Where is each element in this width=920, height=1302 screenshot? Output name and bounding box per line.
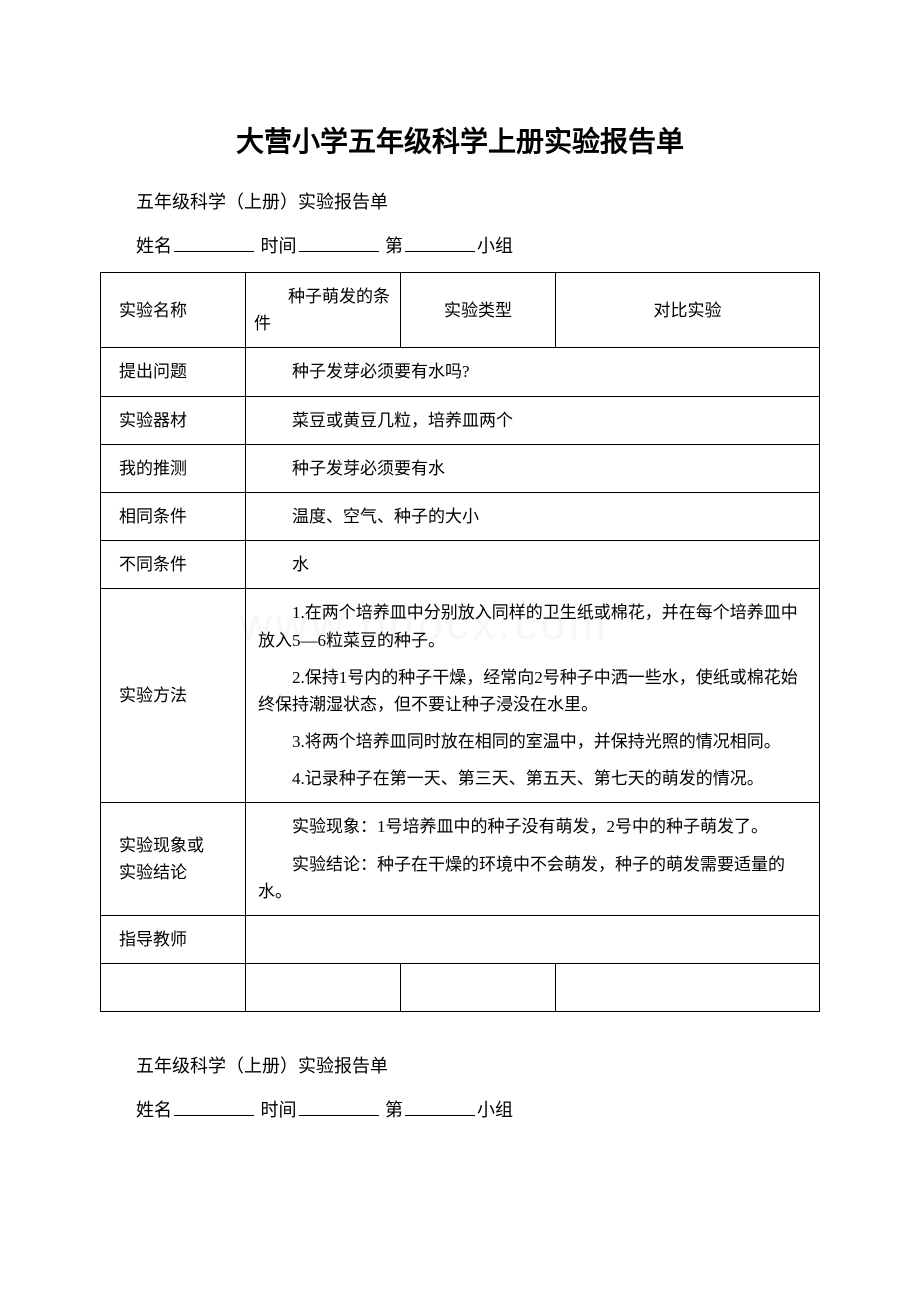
method-step: 3.将两个培养皿同时放在相同的室温中，并保持光照的情况相同。 [258,728,811,755]
label-group-prefix: 第 [385,1100,403,1120]
cell-diff-value: 水 [246,541,820,589]
label-time: 时间 [261,236,297,256]
blank-group[interactable] [405,251,475,252]
cell-question-value: 种子发芽必须要有水吗? [246,348,820,396]
cell-teacher-value[interactable] [246,916,820,964]
cell-empty [246,964,401,1012]
table-row: 提出问题 种子发芽必须要有水吗? [101,348,820,396]
table-row: 相同条件 温度、空气、种子的大小 [101,492,820,540]
sub-title-2: 五年级科学（上册）实验报告单 [100,1052,820,1078]
info-line: 姓名 时间 第 小组 [100,232,820,258]
table-row [101,964,820,1012]
sub-title: 五年级科学（上册）实验报告单 [100,188,820,214]
cell-name-value: 种子萌发的条件 [246,273,401,348]
method-step: 4.记录种子在第一天、第三天、第五天、第七天的萌发的情况。 [258,765,811,792]
cell-empty [401,964,556,1012]
cell-materials-value: 菜豆或黄豆几粒，培养皿两个 [246,396,820,444]
method-step: 2.保持1号内的种子干燥，经常向2号种子中洒一些水，使纸或棉花始终保持潮湿状态，… [258,664,811,718]
cell-guess-value: 种子发芽必须要有水 [246,444,820,492]
result-paragraph: 实验现象：1号培养皿中的种子没有萌发，2号中的种子萌发了。 [258,813,811,840]
label-time: 时间 [261,1100,297,1120]
table-row: 不同条件 水 [101,541,820,589]
cell-type-label: 实验类型 [401,273,556,348]
cell-guess-label: 我的推测 [101,444,246,492]
label-group-prefix: 第 [385,236,403,256]
label-group-suffix: 小组 [477,1100,513,1120]
blank-name[interactable] [174,1115,254,1116]
label-group-suffix: 小组 [477,236,513,256]
cell-teacher-label: 指导教师 [101,916,246,964]
result-paragraph: 实验结论：种子在干燥的环境中不会萌发，种子的萌发需要适量的水。 [258,851,811,905]
cell-empty [101,964,246,1012]
label-name: 姓名 [136,1100,172,1120]
method-step: 1.在两个培养皿中分别放入同样的卫生纸或棉花，并在每个培养皿中放入5—6粒菜豆的… [258,599,811,653]
cell-name-label: 实验名称 [101,273,246,348]
experiment-table: 实验名称 种子萌发的条件 实验类型 对比实验 提出问题 种子发芽必须要有水吗? … [100,272,820,1012]
blank-name[interactable] [174,251,254,252]
blank-time[interactable] [299,1115,379,1116]
label-name: 姓名 [136,236,172,256]
cell-same-label: 相同条件 [101,492,246,540]
blank-group[interactable] [405,1115,475,1116]
table-row: 我的推测 种子发芽必须要有水 [101,444,820,492]
cell-type-value: 对比实验 [556,273,820,348]
blank-time[interactable] [299,251,379,252]
cell-empty [556,964,820,1012]
cell-method-value: 1.在两个培养皿中分别放入同样的卫生纸或棉花，并在每个培养皿中放入5—6粒菜豆的… [246,589,820,803]
cell-materials-label: 实验器材 [101,396,246,444]
result-label-line2: 实验结论 [119,863,187,882]
main-title: 大营小学五年级科学上册实验报告单 [100,120,820,160]
table-row: 实验名称 种子萌发的条件 实验类型 对比实验 [101,273,820,348]
cell-method-label: 实验方法 [101,589,246,803]
table-row: 实验方法 1.在两个培养皿中分别放入同样的卫生纸或棉花，并在每个培养皿中放入5—… [101,589,820,803]
table-row: 指导教师 [101,916,820,964]
cell-result-label: 实验现象或 实验结论 [101,803,246,916]
cell-question-label: 提出问题 [101,348,246,396]
result-label-line1: 实验现象或 [119,836,204,855]
info-line-2: 姓名 时间 第 小组 [100,1096,820,1122]
cell-result-value: 实验现象：1号培养皿中的种子没有萌发，2号中的种子萌发了。 实验结论：种子在干燥… [246,803,820,916]
cell-diff-label: 不同条件 [101,541,246,589]
table-row: 实验现象或 实验结论 实验现象：1号培养皿中的种子没有萌发，2号中的种子萌发了。… [101,803,820,916]
table-row: 实验器材 菜豆或黄豆几粒，培养皿两个 [101,396,820,444]
cell-same-value: 温度、空气、种子的大小 [246,492,820,540]
